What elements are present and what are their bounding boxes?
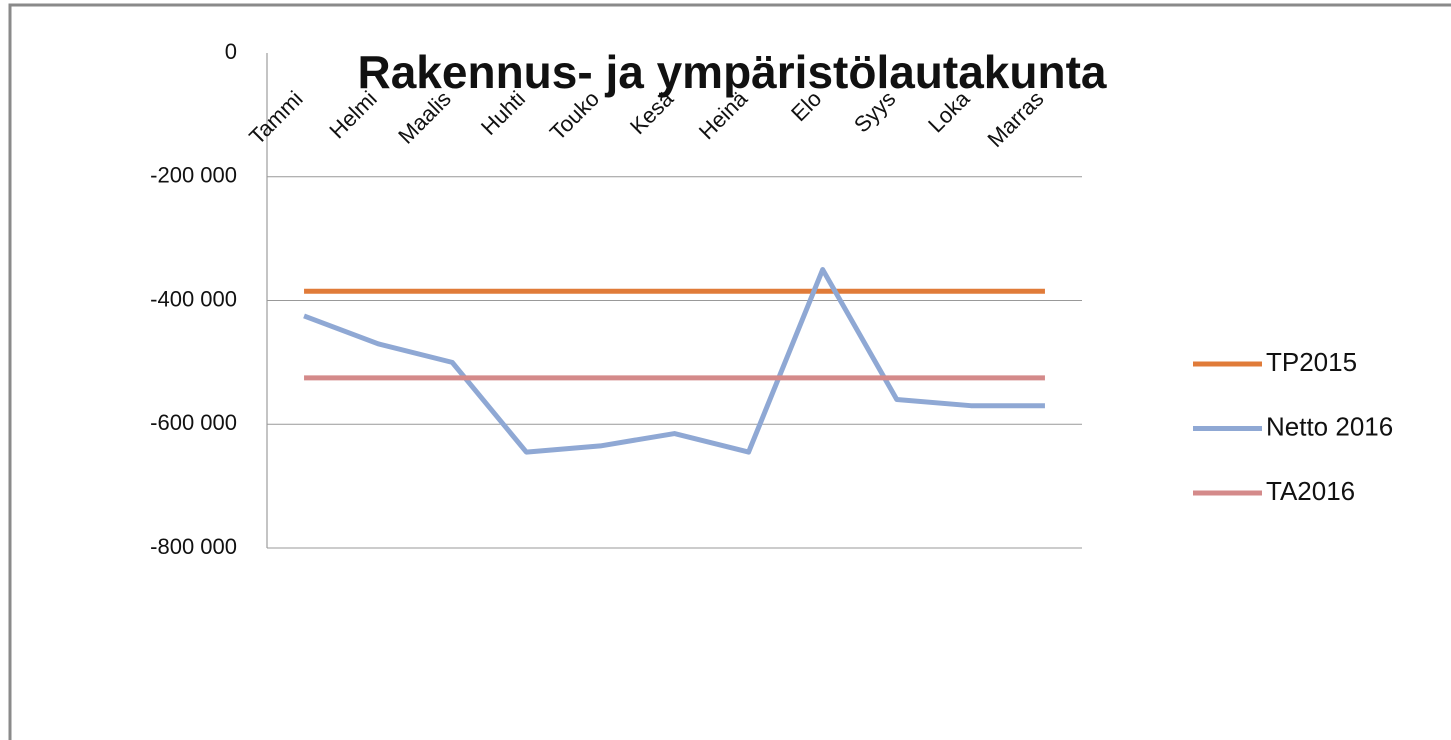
y-tick-label: -200 000 xyxy=(150,163,237,188)
y-tick-label: 0 xyxy=(225,39,237,64)
series-line xyxy=(303,267,1045,455)
legend-label: TA2016 xyxy=(1266,476,1355,506)
chart-title: Rakennus- ja ympäristölautakunta xyxy=(358,46,1107,98)
y-tick-label: -600 000 xyxy=(150,410,237,435)
legend-label: TP2015 xyxy=(1266,347,1357,377)
y-tick-label: -800 000 xyxy=(150,534,237,559)
frame xyxy=(8,3,1451,740)
legend-label: Netto 2016 xyxy=(1266,411,1393,441)
y-tick-label: -400 000 xyxy=(150,286,237,311)
x-tick-label: Tammi xyxy=(244,86,307,149)
